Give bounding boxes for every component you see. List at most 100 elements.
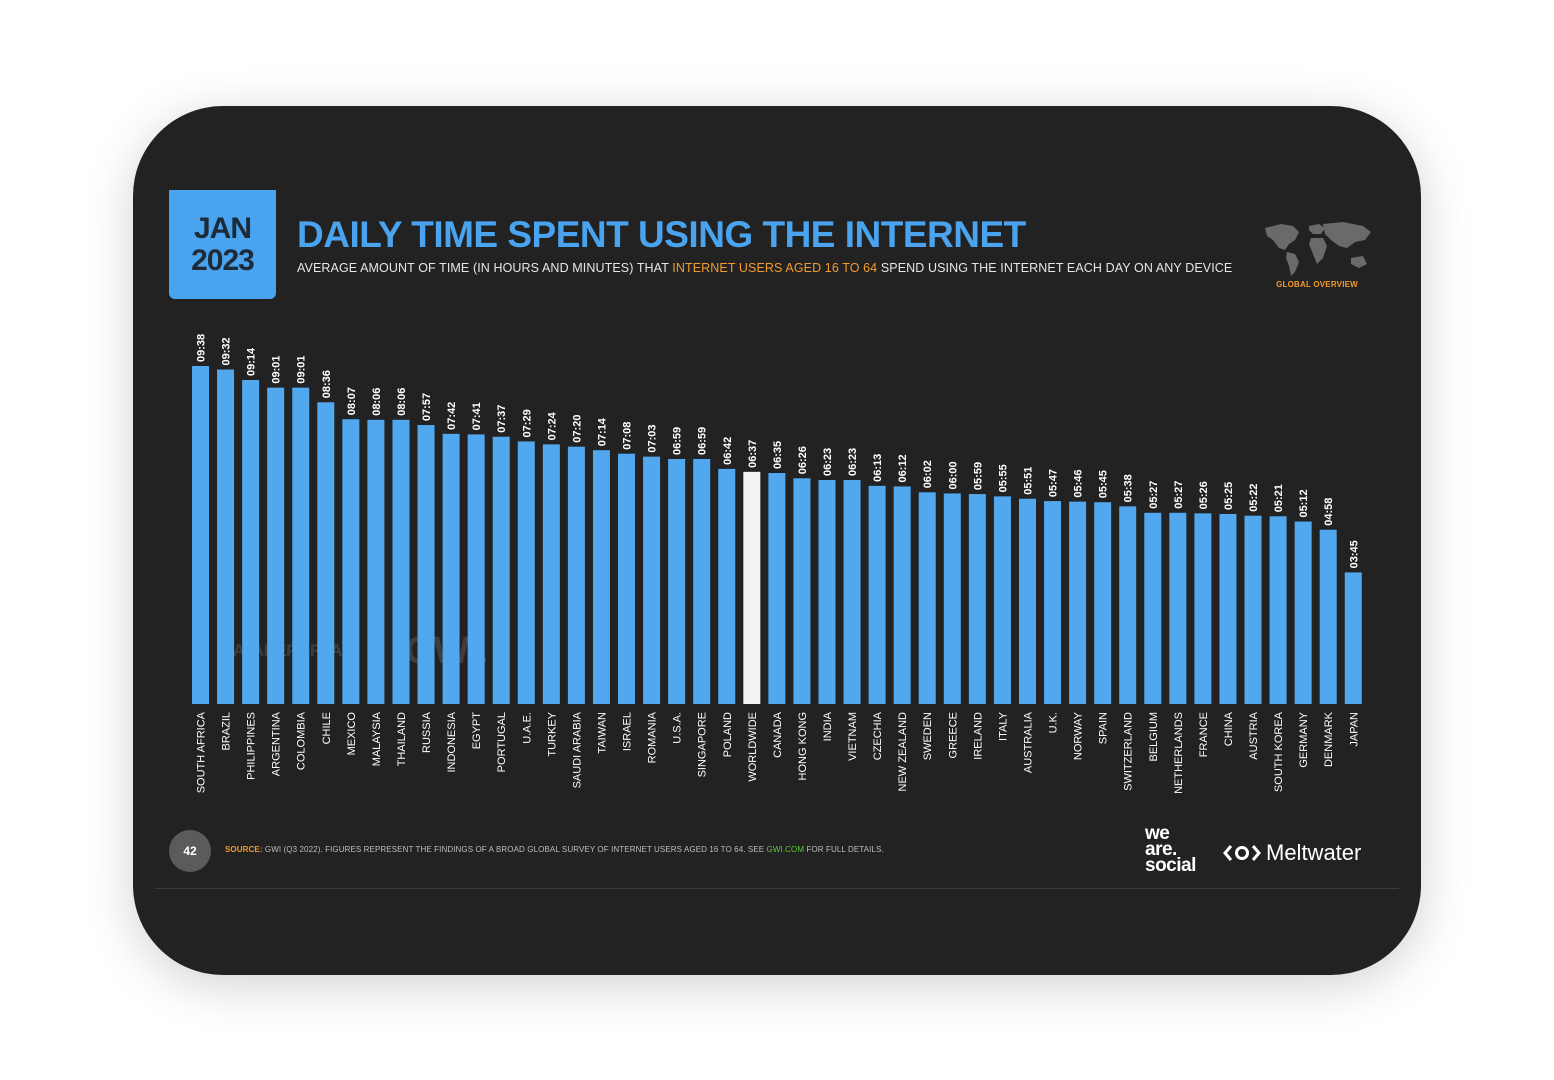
data-label: 07:42: [446, 402, 458, 430]
bar-singapore: [693, 458, 711, 704]
category-label: ISRAEL: [622, 712, 634, 751]
data-label: 06:37: [747, 440, 759, 468]
data-label: 05:47: [1048, 469, 1060, 497]
data-label: 07:14: [596, 417, 608, 446]
category-label: THAILAND: [396, 712, 408, 766]
bar-portugal: [492, 436, 510, 704]
data-label: 03:45: [1348, 540, 1360, 568]
category-label: SWITZERLAND: [1123, 712, 1135, 791]
subtitle-text-start: AVERAGE AMOUNT OF TIME (IN HOURS AND MIN…: [297, 261, 673, 275]
data-label: 09:38: [196, 334, 208, 362]
data-label: 05:59: [972, 462, 984, 490]
category-label: PORTUGAL: [496, 712, 508, 772]
bar-belgium: [1144, 512, 1162, 704]
category-label: JAPAN: [1348, 712, 1360, 747]
category-label: GREECE: [947, 712, 959, 758]
bar-saudi-arabia: [567, 446, 585, 704]
category-label: GERMANY: [1298, 711, 1310, 767]
category-label: MALAYSIA: [371, 711, 383, 766]
data-label: 07:41: [471, 402, 483, 430]
data-label: 06:26: [797, 446, 809, 474]
data-label: 09:32: [221, 337, 233, 365]
category-label: DENMARK: [1323, 711, 1335, 767]
page-subtitle: AVERAGE AMOUNT OF TIME (IN HOURS AND MIN…: [297, 261, 1232, 275]
source-note: SOURCE: GWI (Q3 2022). FIGURES REPRESENT…: [225, 845, 884, 854]
data-label: 05:27: [1148, 481, 1160, 509]
category-label: ROMANIA: [647, 711, 659, 763]
source-label: SOURCE:: [225, 845, 263, 854]
data-label: 07:37: [496, 405, 508, 433]
world-map-icon: [1265, 222, 1371, 276]
bar-egypt: [467, 434, 485, 704]
category-label: HONG KONG: [797, 712, 809, 780]
data-label: 06:42: [722, 437, 734, 465]
data-label: 05:21: [1273, 484, 1285, 512]
data-label: 05:22: [1248, 484, 1260, 512]
bar-greece: [943, 493, 961, 704]
category-label: CANADA: [772, 711, 784, 758]
bar-switzerland: [1119, 506, 1137, 704]
category-label: IRELAND: [972, 712, 984, 760]
logo-line-3: social: [1145, 855, 1196, 876]
subtitle-text-end: SPEND USING THE INTERNET EACH DAY ON ANY…: [877, 261, 1233, 275]
bar-japan: [1344, 572, 1362, 704]
data-label: 08:07: [346, 387, 358, 415]
logo-line-1: we: [1145, 823, 1170, 844]
subtitle-highlight: INTERNET USERS AGED 16 TO 64: [672, 261, 878, 275]
data-label: 07:03: [647, 424, 659, 452]
category-label: VIETNAM: [847, 712, 859, 761]
category-label: SINGAPORE: [697, 712, 709, 777]
data-label: 05:25: [1223, 482, 1235, 510]
logo-line-2: are.: [1145, 839, 1177, 860]
bar-argentina: [267, 387, 285, 704]
bar-ireland: [968, 494, 986, 704]
data-label: 05:27: [1173, 481, 1185, 509]
bar-russia: [417, 425, 435, 704]
bar-u-a-e: [517, 441, 535, 704]
category-label: U.A.E.: [521, 712, 533, 744]
data-label: 06:00: [947, 461, 959, 489]
category-label: MEXICO: [346, 712, 358, 756]
slide-card: JAN 2023 DAILY TIME SPENT USING THE INTE…: [133, 106, 1421, 975]
meltwater-wordmark: Meltwater: [1266, 840, 1362, 865]
bar-china: [1219, 513, 1237, 704]
data-label: 05:45: [1098, 470, 1110, 498]
data-label: 06:23: [822, 448, 834, 476]
data-label: 09:01: [271, 355, 283, 383]
data-label: 05:46: [1073, 470, 1085, 498]
page-title: DAILY TIME SPENT USING THE INTERNET: [297, 214, 1026, 255]
data-label: 07:57: [421, 393, 433, 421]
bar-italy: [993, 496, 1011, 704]
category-label: CHINA: [1223, 711, 1235, 746]
bar-south-korea: [1269, 516, 1287, 704]
category-label: CZECHIA: [872, 711, 884, 760]
bar-spain: [1094, 502, 1112, 704]
bar-mexico: [342, 419, 360, 704]
category-label: CHILE: [321, 712, 333, 744]
date-badge: JAN 2023: [169, 190, 276, 299]
data-label: 06:02: [922, 460, 934, 488]
bar-romania: [643, 456, 661, 704]
data-label: 06:59: [672, 427, 684, 455]
data-label: 07:08: [622, 422, 634, 450]
bar-chart: 09:38 SOUTH AFRICA 09:32 BRAZIL 09:14 PHILIPP…: [192, 334, 1362, 794]
data-label: 09:14: [246, 347, 258, 376]
category-label: POLAND: [722, 712, 734, 757]
data-label: 06:59: [697, 427, 709, 455]
data-label: 07:24: [546, 411, 558, 440]
category-label: NETHERLANDS: [1173, 712, 1185, 794]
bar-malaysia: [367, 419, 385, 704]
bar-worldwide: [743, 471, 761, 704]
data-label: 06:35: [772, 441, 784, 469]
category-label: RUSSIA: [421, 711, 433, 753]
bar-turkey: [542, 444, 560, 704]
source-link[interactable]: GWI.COM: [766, 845, 805, 854]
we-are-social-logo: we are. social: [1145, 823, 1196, 876]
data-label: 05:26: [1198, 481, 1210, 509]
category-label: SPAIN: [1098, 712, 1110, 744]
bar-new-zealand: [893, 486, 911, 704]
data-label: 06:13: [872, 454, 884, 482]
bar-norway: [1069, 501, 1087, 704]
category-label: U.K.: [1048, 712, 1060, 733]
category-label: BRAZIL: [221, 712, 233, 751]
